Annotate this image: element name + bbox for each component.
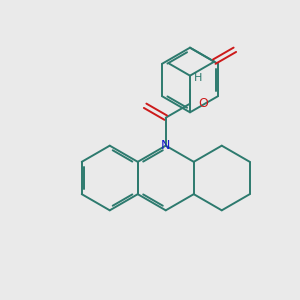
Text: N: N bbox=[161, 139, 170, 152]
Text: O: O bbox=[198, 97, 208, 110]
Text: H: H bbox=[194, 73, 202, 83]
